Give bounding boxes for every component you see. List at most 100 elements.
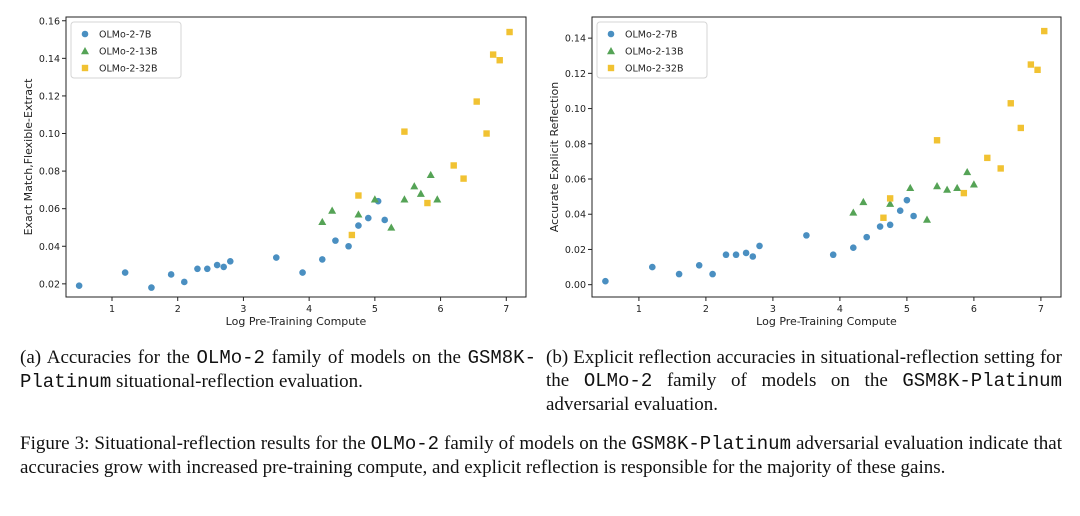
x-tick-label: 4	[306, 304, 312, 315]
data-point	[148, 284, 155, 291]
x-tick-label: 7	[503, 304, 509, 315]
y-tick-label: 0.14	[39, 54, 60, 65]
data-point	[473, 98, 480, 105]
y-tick-label: 0.02	[565, 245, 586, 256]
scatter-plot-b: 1 2 3 4 5 6 7 0.00 0.02 0.04 0.06 0.08 0.10 0.12 0.14 L…	[548, 16, 1062, 328]
caption-a-suffix: situational-reflection evaluation.	[111, 371, 363, 392]
data-point	[1034, 66, 1041, 74]
data-point	[416, 189, 425, 197]
legend-box	[596, 21, 708, 79]
data-point	[75, 282, 83, 290]
figure-caption-prefix: Figure 3: Situational-reflection results…	[20, 433, 371, 454]
data-point	[960, 189, 968, 197]
data-point	[829, 251, 837, 259]
data-point	[355, 192, 362, 199]
x-tick-label: 6	[971, 304, 977, 315]
data-point	[896, 207, 904, 215]
data-point	[886, 199, 895, 207]
data-point	[220, 263, 228, 271]
data-point	[850, 244, 857, 251]
data-point	[426, 170, 435, 179]
data-point	[756, 242, 763, 250]
data-point	[387, 223, 396, 231]
caption-b: (b) Explicit reflection accuracies in si…	[546, 346, 1062, 416]
data-point	[984, 154, 991, 162]
data-point	[318, 256, 326, 263]
y-tick-label: 0.02	[39, 279, 60, 290]
caption-b-middle: family of models on the	[652, 370, 903, 391]
data-point	[506, 28, 513, 36]
figure-caption-middle: family of models on the	[439, 433, 632, 454]
data-point	[433, 195, 442, 203]
legend-label: OLMo-2-13B	[99, 47, 157, 58]
data-point	[732, 251, 740, 259]
x-tick-label: 6	[438, 304, 444, 315]
data-point	[886, 221, 894, 229]
legend-marker	[607, 47, 615, 55]
plot-frame	[591, 16, 1062, 298]
legend-label: OLMo-2-13B	[625, 47, 683, 58]
data-point	[410, 182, 419, 190]
x-tick-label: 3	[240, 304, 246, 315]
data-point	[489, 51, 497, 58]
y-tick-label: 0.06	[39, 204, 60, 215]
data-point	[803, 232, 810, 239]
plot-frame	[65, 16, 527, 298]
caption-a: (a) Accuracies for the OLMo-2 family of …	[20, 346, 536, 394]
data-point	[675, 270, 683, 278]
data-point	[381, 216, 389, 224]
caption-b-model: OLMo-2	[583, 370, 653, 392]
legend-label: OLMo-2-7B	[99, 30, 151, 41]
data-point	[953, 183, 962, 192]
legend-marker	[81, 30, 89, 38]
data-point	[348, 231, 356, 239]
legend-label: OLMo-2-32B	[99, 64, 157, 75]
y-tick-label: 0.10	[39, 129, 60, 140]
x-tick-label: 1	[636, 304, 642, 315]
y-axis-label: Accurate Explicit Reflection	[548, 82, 561, 232]
data-point	[943, 185, 952, 193]
data-point	[749, 253, 757, 260]
data-point	[903, 196, 911, 204]
x-axis-label: Log Pre-Training Compute	[226, 315, 367, 328]
legend-marker	[81, 47, 89, 55]
data-point	[963, 167, 972, 176]
data-point	[318, 217, 327, 226]
caption-b-dataset: GSM8K-Platinum	[902, 370, 1062, 392]
figure-caption-model: OLMo-2	[370, 433, 440, 455]
caption-a-dataset: GSM8K-Platinum	[20, 347, 536, 393]
caption-b-prefix: (b) Explicit reflection accuracies in si…	[546, 347, 1062, 391]
y-tick-label: 0.04	[39, 242, 60, 253]
data-point	[1007, 100, 1014, 107]
data-point	[354, 210, 363, 218]
legend-marker	[81, 64, 89, 72]
data-point	[933, 182, 942, 190]
x-axis-label: Log Pre-Training Compute	[756, 315, 897, 328]
data-point	[194, 265, 201, 273]
data-point	[997, 165, 1004, 172]
figure-caption-suffix: adversarial evaluation indicate that acc…	[20, 433, 1062, 478]
y-tick-label: 0.14	[565, 34, 586, 45]
legend-marker	[607, 30, 615, 38]
x-tick-label: 3	[770, 304, 776, 315]
y-tick-label: 0.08	[39, 167, 60, 178]
data-point	[1017, 124, 1024, 132]
data-point	[424, 199, 431, 207]
x-tick-label: 5	[372, 304, 378, 315]
data-point	[483, 130, 490, 137]
data-point	[1041, 27, 1048, 35]
y-tick-label: 0.12	[39, 91, 60, 102]
data-point	[1027, 61, 1035, 68]
data-point	[203, 265, 211, 273]
legend-label: OLMo-2-7B	[625, 30, 677, 41]
data-point	[213, 261, 221, 269]
data-point	[272, 254, 280, 261]
y-tick-label: 0.06	[565, 175, 586, 186]
x-tick-label: 5	[904, 304, 910, 315]
data-point	[923, 215, 931, 223]
y-tick-label: 0.12	[565, 69, 586, 80]
x-tick-label: 7	[1038, 304, 1044, 315]
x-tick-label: 1	[109, 304, 115, 315]
data-point	[863, 233, 870, 241]
y-tick-label: 0.16	[39, 16, 60, 27]
